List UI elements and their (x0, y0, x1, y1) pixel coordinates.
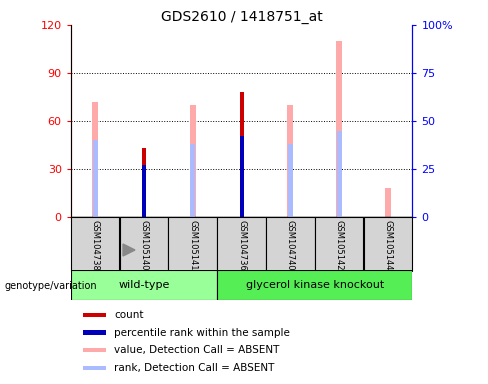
Title: GDS2610 / 1418751_at: GDS2610 / 1418751_at (161, 10, 323, 24)
Text: GSM105140: GSM105140 (140, 220, 148, 270)
Text: count: count (114, 310, 144, 320)
Bar (288, 144, 293, 217)
Bar (190, 105, 196, 217)
Bar (83, 330, 106, 334)
Text: rank, Detection Call = ABSENT: rank, Detection Call = ABSENT (114, 363, 275, 373)
Text: wild-type: wild-type (118, 280, 170, 290)
Text: GSM105141: GSM105141 (188, 220, 197, 270)
Bar (287, 105, 293, 217)
Bar (217, 270, 412, 300)
Polygon shape (123, 244, 135, 256)
Text: GSM105144: GSM105144 (384, 220, 392, 270)
Bar (217, 217, 266, 271)
Bar (142, 165, 146, 217)
Bar (142, 148, 146, 217)
Bar (240, 92, 244, 217)
Bar (364, 217, 412, 271)
Text: genotype/variation: genotype/variation (5, 281, 98, 291)
Bar (385, 188, 391, 217)
Text: GSM104736: GSM104736 (237, 220, 246, 270)
Bar (337, 131, 342, 217)
Bar (83, 348, 106, 353)
Bar (315, 217, 364, 271)
Bar (190, 144, 195, 217)
Text: GSM105142: GSM105142 (335, 220, 344, 270)
Bar (120, 217, 168, 271)
Bar (92, 102, 98, 217)
Text: GSM104738: GSM104738 (91, 220, 100, 270)
Bar (93, 140, 98, 217)
Bar (83, 313, 106, 317)
Bar (83, 366, 106, 370)
Bar (240, 136, 244, 217)
Bar (266, 217, 315, 271)
Text: value, Detection Call = ABSENT: value, Detection Call = ABSENT (114, 345, 280, 355)
Text: glycerol kinase knockout: glycerol kinase knockout (245, 280, 384, 290)
Bar (336, 41, 342, 217)
Bar (71, 217, 120, 271)
Text: GSM104740: GSM104740 (286, 220, 295, 270)
Bar (71, 270, 217, 300)
Bar (168, 217, 217, 271)
Text: percentile rank within the sample: percentile rank within the sample (114, 328, 290, 338)
